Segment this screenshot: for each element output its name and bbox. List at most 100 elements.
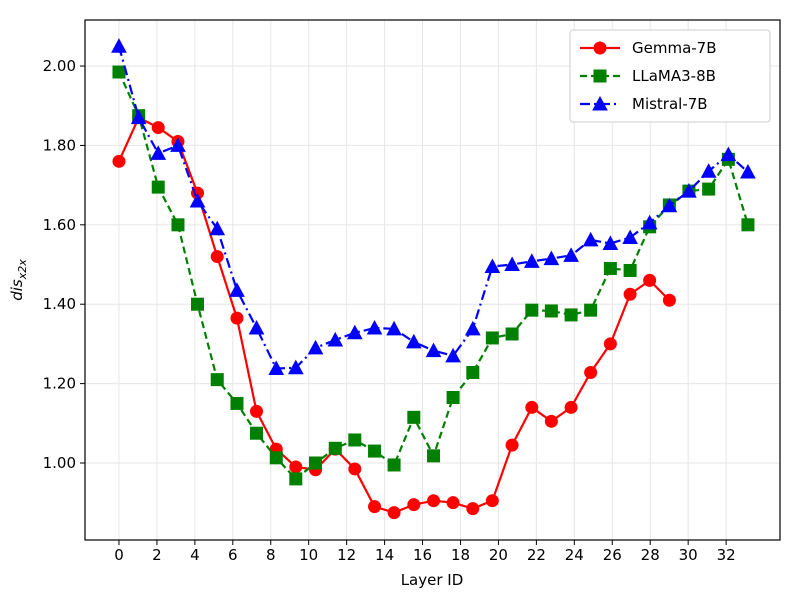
point: [210, 250, 224, 264]
point: [425, 342, 442, 358]
point: [150, 145, 167, 160]
point: [584, 365, 598, 379]
y-tick-label: 1.00: [43, 454, 76, 472]
x-tick-label: 20: [489, 546, 508, 564]
y-tick-label: 1.40: [43, 295, 76, 313]
x-tick-label: 24: [565, 546, 584, 564]
point: [622, 229, 638, 245]
point: [269, 451, 283, 465]
point: [427, 449, 441, 463]
point: [210, 373, 224, 387]
point: [230, 396, 244, 410]
point: [603, 261, 617, 275]
point: [602, 235, 619, 250]
point: [446, 496, 460, 510]
point: [112, 154, 126, 168]
point: [209, 220, 226, 236]
point: [504, 256, 520, 272]
point: [368, 500, 382, 514]
point: [171, 218, 185, 232]
point: [740, 163, 756, 179]
point: [643, 273, 657, 287]
point: [466, 365, 480, 379]
point: [407, 410, 421, 424]
point: [582, 231, 599, 247]
point: [346, 324, 363, 340]
point: [523, 253, 540, 268]
plot-frame: [84, 19, 781, 541]
x-tick-label: 14: [375, 546, 394, 564]
point: [525, 303, 539, 317]
point: [248, 319, 265, 335]
point: [130, 109, 147, 125]
point: [700, 163, 717, 178]
point: [525, 400, 539, 414]
point: [720, 146, 737, 162]
point: [250, 426, 264, 440]
y-axis-label-sub: x2x: [16, 259, 29, 281]
point: [348, 462, 362, 476]
point: [623, 287, 637, 301]
point: [151, 121, 165, 135]
point: [387, 506, 401, 520]
point: [564, 308, 578, 322]
legend-label: Gemma-7B: [632, 39, 717, 57]
y-tick-label: 1.60: [43, 216, 76, 234]
point: [505, 438, 519, 452]
x-tick-label: 10: [299, 546, 318, 564]
point: [564, 400, 578, 414]
y-axis-label-main: dis: [8, 279, 26, 301]
point: [366, 319, 383, 335]
point: [662, 293, 676, 307]
x-tick-label: 16: [413, 546, 432, 564]
x-tick-label: 22: [527, 546, 546, 564]
point: [386, 320, 402, 336]
legend-marker: [593, 69, 607, 83]
x-tick-label: 0: [114, 546, 124, 564]
point: [368, 444, 382, 458]
point: [544, 304, 558, 318]
point: [464, 320, 481, 336]
legend-marker: [592, 95, 608, 111]
x-tick-label: 32: [717, 546, 736, 564]
point: [427, 494, 441, 508]
x-tick-label: 6: [228, 546, 238, 564]
x-tick-label: 18: [451, 546, 470, 564]
x-tick-label: 26: [603, 546, 622, 564]
point: [268, 360, 285, 376]
point: [289, 472, 303, 486]
point: [485, 331, 499, 345]
legend-marker: [593, 41, 607, 55]
point: [543, 250, 560, 266]
point: [485, 494, 499, 508]
legend-label: Mistral-7B: [632, 95, 708, 113]
point: [445, 347, 461, 363]
point: [112, 65, 126, 79]
point: [407, 498, 421, 512]
point: [170, 137, 186, 152]
point: [307, 339, 324, 355]
point: [348, 433, 362, 447]
point: [702, 182, 716, 196]
point: [741, 218, 755, 232]
y-tick-label: 1.80: [43, 136, 76, 154]
point: [250, 404, 264, 418]
point: [603, 337, 617, 351]
y-axis-label: disx2x: [8, 259, 29, 301]
point: [387, 458, 401, 472]
x-axis-label: Layer ID: [401, 571, 464, 589]
point: [446, 390, 460, 404]
point: [229, 282, 245, 297]
point: [405, 333, 422, 349]
point: [681, 183, 697, 198]
x-tick-label: 8: [266, 546, 276, 564]
legend-box: [569, 29, 771, 123]
point: [584, 303, 598, 317]
legend-label: LLaMA3-8B: [632, 67, 716, 85]
point: [641, 214, 658, 230]
point: [623, 263, 637, 277]
point: [289, 460, 303, 474]
point: [563, 247, 579, 262]
point: [151, 180, 165, 194]
